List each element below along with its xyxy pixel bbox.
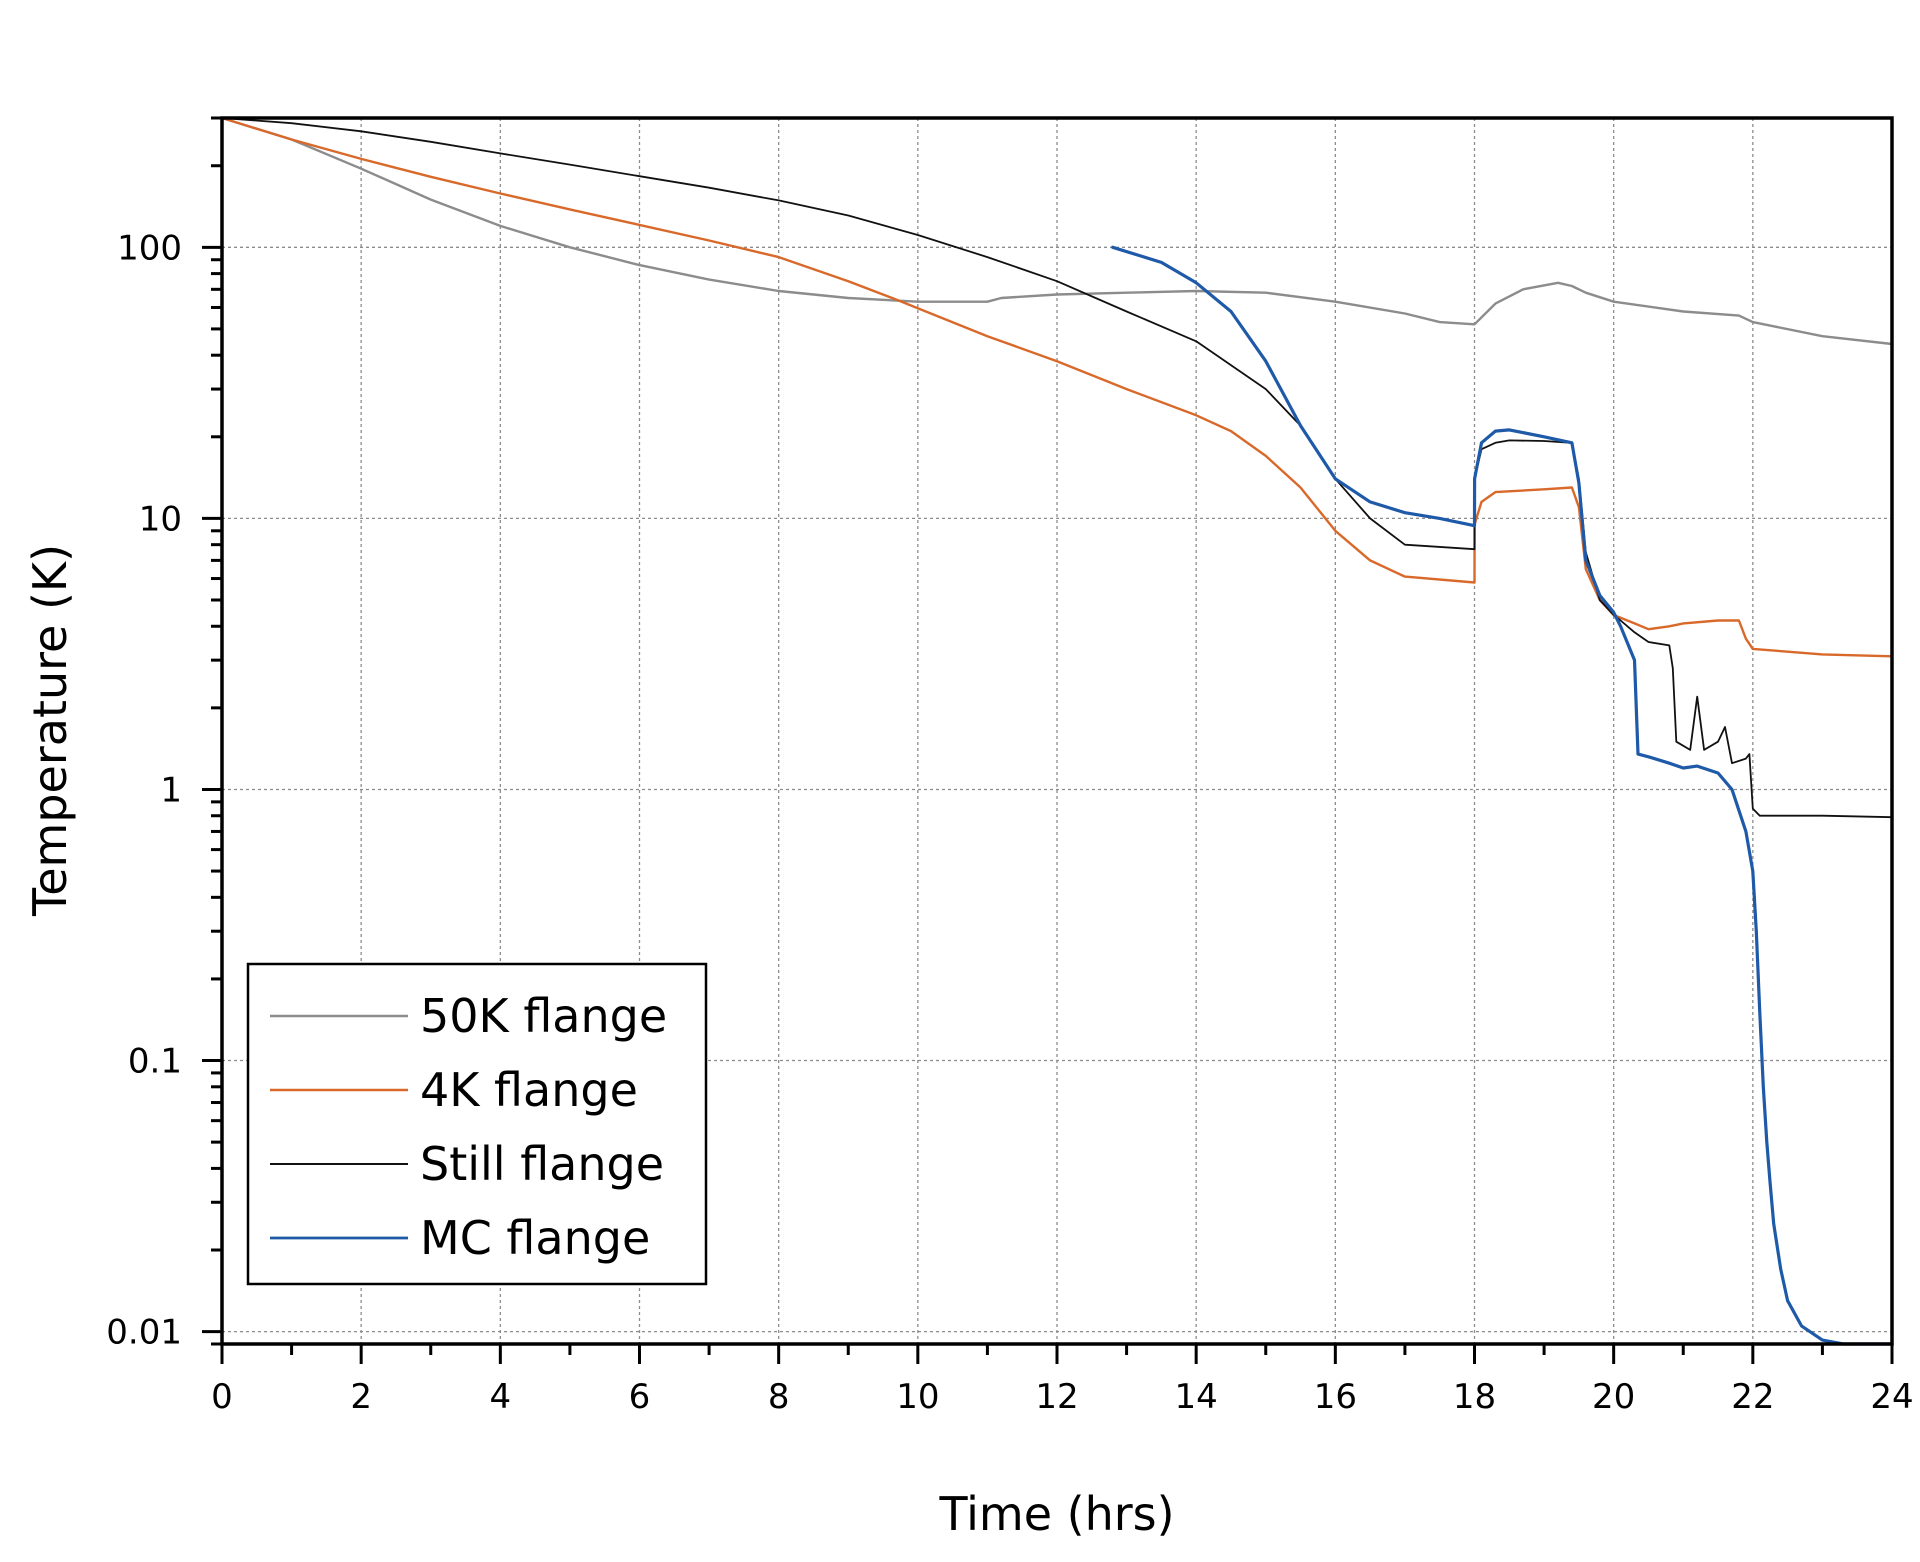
x-tick-label: 0 xyxy=(211,1377,233,1417)
x-tick-label: 2 xyxy=(350,1377,372,1417)
legend-label-4k: 4K flange xyxy=(420,1063,638,1117)
x-tick-label: 18 xyxy=(1453,1377,1496,1417)
x-tick-label: 10 xyxy=(896,1377,939,1417)
x-tick-label: 8 xyxy=(768,1377,790,1417)
x-tick-label: 16 xyxy=(1314,1377,1357,1417)
series-line-50k-flange xyxy=(220,116,1894,346)
y-tick-label: 0.01 xyxy=(106,1313,182,1353)
plot-frame xyxy=(220,116,1894,1346)
y-tick-label: 1 xyxy=(160,770,182,810)
x-tick-label: 24 xyxy=(1870,1377,1913,1417)
x-tick-label: 20 xyxy=(1592,1377,1635,1417)
series-lines xyxy=(220,116,1894,1346)
series-line-mc-flange xyxy=(1111,245,1894,1346)
x-tick-label: 6 xyxy=(629,1377,651,1417)
legend-label-mc: MC flange xyxy=(420,1211,650,1265)
x-axis-title: Time (hrs) xyxy=(938,1487,1174,1541)
y-tick-label: 0.1 xyxy=(128,1042,182,1082)
series-line-4k-flange xyxy=(220,116,1894,658)
x-tick-label: 14 xyxy=(1175,1377,1218,1417)
legend-label-still: Still flange xyxy=(420,1137,664,1191)
x-tick-label: 22 xyxy=(1731,1377,1774,1417)
y-tick-label: 100 xyxy=(117,228,182,268)
legend-label-50k: 50K flange xyxy=(420,989,667,1043)
legend: 50K flange 4K flange Still flange MC fla… xyxy=(246,962,708,1286)
series-line-still-flange xyxy=(221,117,1893,819)
x-tick-label: 12 xyxy=(1035,1377,1078,1417)
y-tick-label: 10 xyxy=(139,499,182,539)
y-axis-title: Temperature (K) xyxy=(23,544,77,917)
x-tick-label: 4 xyxy=(490,1377,512,1417)
legend-box xyxy=(246,962,708,1286)
